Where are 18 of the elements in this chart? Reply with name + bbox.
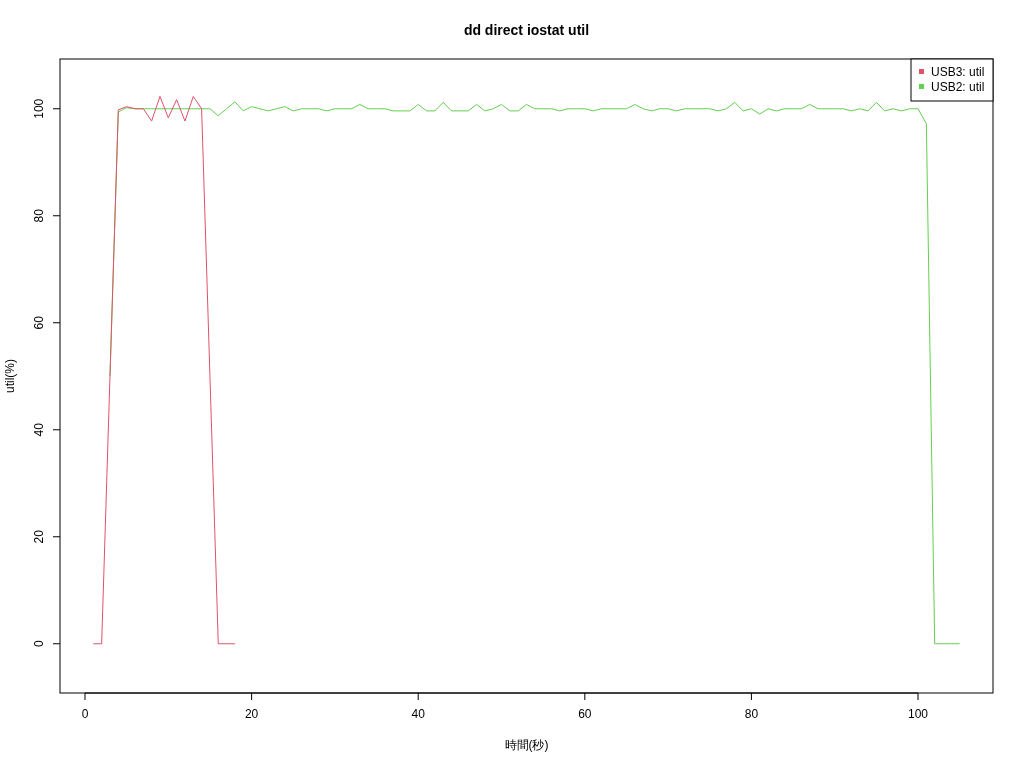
chart-title: dd direct iostat util [463,22,590,38]
y-tick-label: 80 [32,208,46,223]
x-axis-title: 時間(秒) [504,738,549,752]
y-axis-title: util(%) [3,358,17,394]
y-tick-label: 60 [32,315,46,330]
line-series [92,95,236,645]
y-tick-label: 100 [32,98,46,119]
y-tick-label: 20 [32,529,46,544]
x-tick-label: 20 [244,707,259,721]
x-tick-label: 60 [578,707,592,721]
legend-label: USB3: util [931,65,985,79]
y-tick-label: 0 [32,640,46,648]
y-tick-label: 40 [32,422,46,437]
x-tick-label: 0 [81,707,89,721]
x-tick-label: 80 [744,707,759,721]
x-tick-label: 100 [908,707,929,721]
legend-label: USB2: util [931,80,985,94]
x-tick-label: 40 [411,707,426,721]
